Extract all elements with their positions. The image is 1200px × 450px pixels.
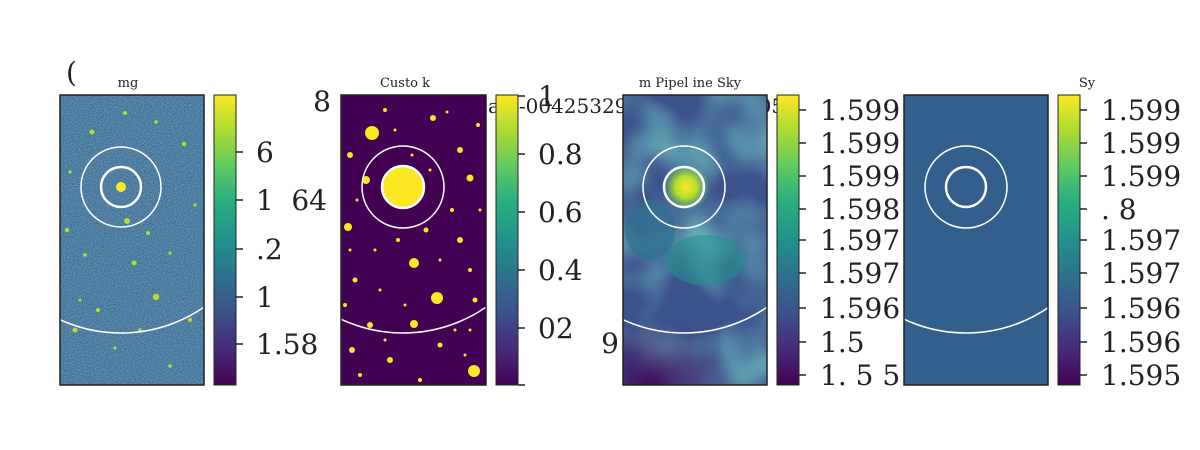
panel-2-cbar-tick: 0.8 [538,138,583,171]
panel-1-image: mg [59,76,205,386]
panel-3-cbar-tick: 1.5 [820,326,865,359]
stray-label-64: 64 [291,184,327,217]
panel-1-cbar-tick: 1 [256,184,274,217]
panel-4-cbar-tick: 1.599 [1101,127,1181,160]
panel-3-colorbar: 1.599 1.599 1.599 1.598 1.597 1.597 1.59… [776,94,900,392]
panel-3-title: m Pipel ine Sky [639,76,742,91]
panel-4-sky: Sy [903,76,1096,386]
panel-3-cbar-tick: 1.599 [820,127,900,160]
panel-2-cbar-tick: 02 [538,312,574,345]
panel-2-title: Custo k [380,76,430,91]
panel-1-colorbar: 6 1 .2 1 1.58 [213,94,318,386]
panel-1-sources [64,111,197,368]
panel-4-cbar-tick: 1.596 [1101,326,1181,359]
panel-1-cbar-tick: 1 [256,281,274,314]
panel-4-title: Sy [1079,76,1096,91]
panel-3-cbar-tick: 1.597 [820,224,900,257]
panel-4-cbar-tick: 1.597 [1101,257,1181,290]
stray-left-mark: ( [66,56,77,89]
panel-4-colorbar: 1.599 1.599 1.599 . 8 1.597 1.597 1.596 … [1057,94,1181,392]
panel-3-cbar-tick: 1.596 [820,292,900,325]
panel-2-cbar-tick: 0.4 [538,254,583,287]
panel-1-cbar-tick: 1.58 [256,328,318,361]
panel-4-cbar-tick: 1.597 [1101,224,1181,257]
panel-2-cbar-tick: 0.6 [538,196,583,229]
panel-1-title: mg [118,76,139,91]
panel-2-colorbar: 1 0.8 0.6 0.4 02 [495,80,583,386]
panel-3-cbar-tick: 1.598 [820,193,900,226]
panel-4-cbar-tick: 1.596 [1101,292,1181,325]
panel-3-cbar-tick: 1.597 [820,257,900,290]
panel-2-target-mask [382,166,424,208]
panel-3-cbar-tick: 1.599 [820,160,900,193]
panel-3-cbar-tick: 1. 5 5 [820,359,900,392]
panel-4-cbar-tick: 1.599 [1101,160,1181,193]
panel-2-mask: Custo k [340,76,487,386]
panel-4-cbar-tick: . 8 [1101,193,1137,226]
panel-3-pipeline-sky: m Pipel ine Sky [622,76,768,386]
stray-label-9: 9 [601,327,619,360]
panel-2-mask-pixels [343,108,482,382]
panel-2-cbar-tick: 1 [538,80,556,113]
panel-3-target-glow [662,163,710,211]
stray-label-8: 8 [313,85,331,118]
panel-1-cbar-tick: 6 [256,136,274,169]
panel-4-cbar-tick: 1.599 [1101,94,1181,127]
panel-1-target-source [116,182,126,192]
panel-3-cbar-tick: 1.599 [820,94,900,127]
panel-4-cbar-tick: 1.595 [1101,359,1181,392]
panel-1-cbar-tick: .2 [256,233,283,266]
